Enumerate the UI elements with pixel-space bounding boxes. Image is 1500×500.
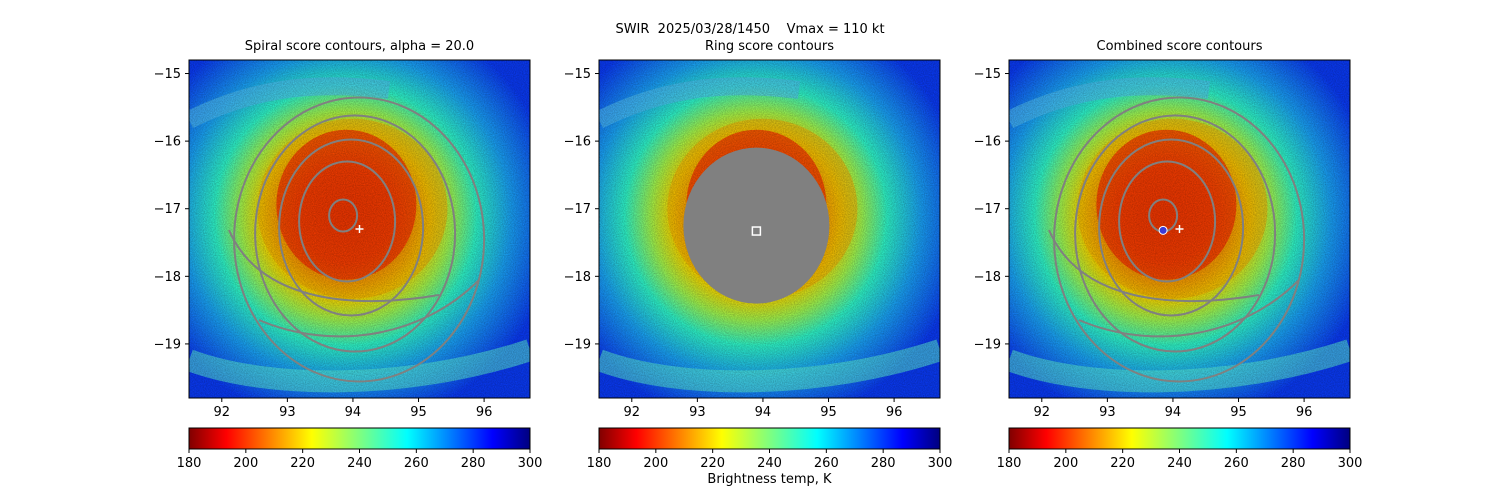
y-tick-label: −17 (154, 202, 181, 217)
colorbar (188, 427, 531, 450)
colorbar-tick-label: 180 (177, 456, 202, 471)
y-tick-label: −19 (154, 337, 181, 352)
center-marker-plus (355, 225, 364, 233)
y-tick-label: −16 (154, 135, 181, 150)
axes-frame (1008, 59, 1351, 399)
x-tick-label: 95 (1230, 405, 1247, 420)
x-tick-label: 92 (1034, 405, 1051, 420)
panel-2: 92 93 94 95 96 −15 −16 −17 −18 −19 180 200 220 240 260… (564, 59, 953, 471)
figure-suptitle-line1: SWIR 2025/03/28/1450 Vmax = 110 kt (615, 22, 885, 37)
spiral-contour (1118, 160, 1217, 283)
panel-1: 92 93 94 95 96 −15 −16 −17 −18 −19 180 200 220 240 260… (154, 59, 543, 471)
y-tick-label: −15 (154, 67, 181, 82)
spiral-contour (254, 114, 457, 353)
center-marker-circle (1158, 225, 1168, 235)
colorbar-tick-label: 220 (700, 456, 725, 471)
y-tick-label: −19 (564, 337, 591, 352)
y-tick-label: −15 (564, 67, 591, 82)
panel-title-spiral: Spiral score contours, alpha = 20.0 (244, 39, 475, 54)
spiral-contour (228, 229, 440, 302)
ring-mask (683, 147, 830, 304)
spiral-contour (1098, 138, 1245, 317)
axes-frame (598, 59, 941, 399)
center-marker-plus (1175, 225, 1184, 233)
colorbar-tick-label: 280 (871, 456, 896, 471)
y-tick-label: −18 (564, 270, 591, 285)
spiral-contour (1074, 114, 1277, 353)
spiral-contour (328, 198, 359, 233)
axes-frame (188, 59, 531, 399)
center-marker-square (751, 226, 762, 236)
x-tick-label: 93 (279, 405, 296, 420)
heatmap-image (599, 60, 940, 398)
y-tick-label: −18 (154, 270, 181, 285)
colorbar-tick-label: 300 (928, 456, 953, 471)
colorbar-tick-label: 260 (404, 456, 429, 471)
y-tick-label: −18 (974, 270, 1001, 285)
colorbar-tick-label: 240 (757, 456, 782, 471)
y-tick-label: −16 (564, 135, 591, 150)
colorbar (1008, 427, 1351, 450)
x-tick-label: 96 (886, 405, 903, 420)
x-tick-label: 94 (1165, 405, 1182, 420)
colorbar-tick-label: 240 (1167, 456, 1192, 471)
y-tick-label: −19 (974, 337, 1001, 352)
colorbar-label: Brightness temp, K (707, 472, 832, 487)
x-tick-label: 95 (820, 405, 837, 420)
spiral-contour (258, 279, 480, 338)
spiral-contour (1078, 279, 1300, 338)
colorbar-tick-label: 280 (461, 456, 486, 471)
colorbar-tick-label: 200 (1053, 456, 1078, 471)
colorbar (598, 427, 941, 450)
y-tick-label: −15 (974, 67, 1001, 82)
y-tick-label: −16 (974, 135, 1001, 150)
x-tick-label: 93 (689, 405, 706, 420)
colorbar-tick-label: 260 (1224, 456, 1249, 471)
x-tick-label: 95 (410, 405, 427, 420)
x-tick-label: 92 (214, 405, 231, 420)
x-tick-label: 96 (1296, 405, 1313, 420)
colorbar-tick-label: 280 (1281, 456, 1306, 471)
x-tick-label: 92 (624, 405, 641, 420)
panel-title-ring: Ring score contours (704, 39, 835, 54)
colorbar-tick-label: 200 (233, 456, 258, 471)
colorbar-tick-label: 240 (347, 456, 372, 471)
colorbar-tick-label: 300 (1338, 456, 1363, 471)
x-tick-label: 94 (345, 405, 362, 420)
colorbar-tick-label: 180 (587, 456, 612, 471)
colorbar-tick-label: 220 (290, 456, 315, 471)
spiral-contour (278, 138, 425, 317)
spiral-contour (1048, 229, 1260, 302)
colorbar-tick-label: 200 (643, 456, 668, 471)
colorbar-tick-label: 300 (518, 456, 543, 471)
panel-title-combined: Combined score contours (1096, 39, 1263, 54)
x-tick-label: 93 (1099, 405, 1116, 420)
panel-3: 92 93 94 95 96 −15 −16 −17 −18 −19 180 200 220 240 260… (974, 59, 1363, 471)
x-tick-label: 96 (476, 405, 493, 420)
x-tick-label: 94 (755, 405, 772, 420)
y-tick-label: −17 (974, 202, 1001, 217)
colorbar-tick-label: 260 (814, 456, 839, 471)
heatmap-image (189, 60, 530, 398)
y-tick-label: −17 (564, 202, 591, 217)
spiral-contour (298, 160, 397, 283)
colorbar-tick-label: 220 (1110, 456, 1135, 471)
colorbar-tick-label: 180 (997, 456, 1022, 471)
